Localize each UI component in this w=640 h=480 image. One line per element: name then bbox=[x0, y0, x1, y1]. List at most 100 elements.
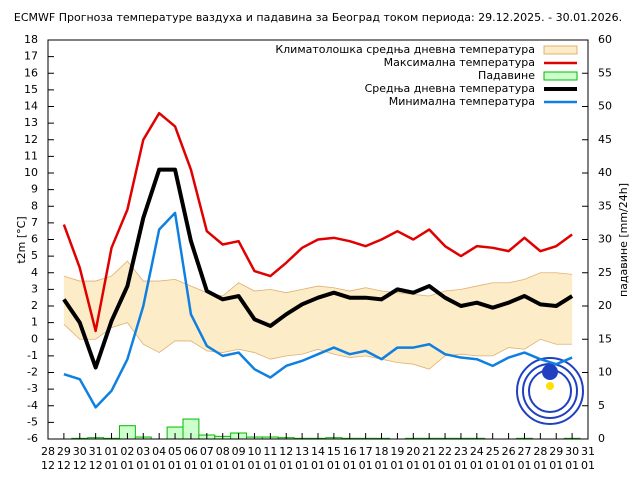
y2-tick-label: 45 bbox=[598, 133, 612, 146]
x-tick-month: 01 bbox=[390, 459, 404, 472]
y2-tick-label: 40 bbox=[598, 166, 612, 179]
x-tick-month: 01 bbox=[120, 459, 134, 472]
x-tick-month: 01 bbox=[279, 459, 293, 472]
x-tick-label: 02 bbox=[120, 445, 134, 458]
x-tick-label: 10 bbox=[247, 445, 261, 458]
y-tick-label: 7 bbox=[31, 216, 38, 229]
x-tick-label: 13 bbox=[295, 445, 309, 458]
x-tick-month: 01 bbox=[565, 459, 579, 472]
x-tick-month: 01 bbox=[581, 459, 595, 472]
series-line bbox=[63, 211, 573, 409]
band-lower bbox=[63, 322, 573, 370]
y2-tick-label: 20 bbox=[598, 299, 612, 312]
x-tick-month: 01 bbox=[375, 459, 389, 472]
x-tick-month: 01 bbox=[216, 459, 230, 472]
x-tick-month: 01 bbox=[200, 459, 214, 472]
plot bbox=[62, 111, 581, 440]
y-tick-label: 15 bbox=[24, 83, 38, 96]
y-tick-label: 2 bbox=[31, 299, 38, 312]
x-tick-label: 28 bbox=[41, 445, 55, 458]
y2-tick-label: 10 bbox=[598, 366, 612, 379]
x-tick-month: 01 bbox=[184, 459, 198, 472]
x-tick-label: 11 bbox=[263, 445, 277, 458]
y2-tick-label: 30 bbox=[598, 233, 612, 246]
y2-tick-label: 55 bbox=[598, 66, 612, 79]
x-tick-label: 30 bbox=[565, 445, 579, 458]
x-tick-label: 21 bbox=[422, 445, 436, 458]
x-tick-label: 04 bbox=[152, 445, 166, 458]
legend-swatch bbox=[543, 71, 578, 81]
x-tick-label: 14 bbox=[311, 445, 325, 458]
legend-label: Средња дневна температура bbox=[365, 82, 535, 95]
x-tick-label: 27 bbox=[517, 445, 531, 458]
x-tick-month: 01 bbox=[247, 459, 261, 472]
x-tick-month: 01 bbox=[359, 459, 373, 472]
x-tick-label: 25 bbox=[486, 445, 500, 458]
x-tick-month: 01 bbox=[486, 459, 500, 472]
x-tick-label: 12 bbox=[279, 445, 293, 458]
x-tick-label: 22 bbox=[438, 445, 452, 458]
legend-swatch bbox=[543, 45, 578, 55]
y-tick-label: -4 bbox=[27, 399, 38, 412]
logo bbox=[516, 357, 584, 425]
x-tick-label: 28 bbox=[533, 445, 547, 458]
x-tick-label: 15 bbox=[327, 445, 341, 458]
y2-tick-label: 35 bbox=[598, 199, 612, 212]
y2-tick-label: 60 bbox=[598, 33, 612, 46]
x-tick-month: 12 bbox=[73, 459, 87, 472]
x-tick-label: 31 bbox=[581, 445, 595, 458]
y2-tick-label: 50 bbox=[598, 100, 612, 113]
x-tick-month: 01 bbox=[517, 459, 531, 472]
y-tick-label: 12 bbox=[24, 133, 38, 146]
y-tick-label: 9 bbox=[31, 183, 38, 196]
y-tick-label: 16 bbox=[24, 66, 38, 79]
legend-label: Минимална температура bbox=[389, 95, 535, 108]
climate-band bbox=[63, 261, 573, 370]
x-tick-month: 12 bbox=[89, 459, 103, 472]
y-tick-label: 6 bbox=[31, 233, 38, 246]
x-tick-label: 18 bbox=[375, 445, 389, 458]
y-tick-label: 8 bbox=[31, 199, 38, 212]
x-tick-label: 23 bbox=[454, 445, 468, 458]
x-tick-label: 29 bbox=[57, 445, 71, 458]
y2-tick-label: 15 bbox=[598, 332, 612, 345]
x-tick-label: 16 bbox=[343, 445, 357, 458]
legend-label: Максимална температура bbox=[384, 56, 535, 69]
x-tick-label: 06 bbox=[184, 445, 198, 458]
y-tick-label: -1 bbox=[27, 349, 38, 362]
y-tick-label: -6 bbox=[27, 432, 38, 445]
y2-tick-label: 5 bbox=[598, 399, 605, 412]
x-tick-label: 09 bbox=[232, 445, 246, 458]
x-tick-label: 31 bbox=[89, 445, 103, 458]
x-tick-label: 29 bbox=[549, 445, 563, 458]
y2-axis-label: падавине [mm/24h] bbox=[617, 183, 630, 297]
x-tick-label: 05 bbox=[168, 445, 182, 458]
x-tick-month: 01 bbox=[422, 459, 436, 472]
x-tick-month: 01 bbox=[343, 459, 357, 472]
x-tick-month: 12 bbox=[41, 459, 55, 472]
legend-label: Падавине bbox=[478, 69, 535, 82]
y-tick-label: 5 bbox=[31, 249, 38, 262]
x-tick-month: 01 bbox=[549, 459, 563, 472]
y-tick-label: 13 bbox=[24, 116, 38, 129]
x-tick-month: 01 bbox=[502, 459, 516, 472]
x-tick-month: 01 bbox=[438, 459, 452, 472]
x-tick-label: 24 bbox=[470, 445, 484, 458]
y-tick-label: -3 bbox=[27, 382, 38, 395]
x-tick-label: 17 bbox=[359, 445, 373, 458]
y-tick-label: -5 bbox=[27, 415, 38, 428]
x-tick-month: 01 bbox=[295, 459, 309, 472]
x-tick-label: 08 bbox=[216, 445, 230, 458]
x-tick-month: 01 bbox=[327, 459, 341, 472]
legend-label: Климатолошка средња дневна температура bbox=[275, 43, 535, 56]
x-tick-label: 30 bbox=[73, 445, 87, 458]
x-tick-label: 19 bbox=[390, 445, 404, 458]
chart-title: ECMWF Прогноза температуре ваздуха и пад… bbox=[14, 11, 622, 24]
y-tick-label: 1 bbox=[31, 316, 38, 329]
x-tick-month: 01 bbox=[105, 459, 119, 472]
y2-tick-label: 0 bbox=[598, 432, 605, 445]
x-tick-month: 01 bbox=[168, 459, 182, 472]
x-tick-label: 01 bbox=[105, 445, 119, 458]
x-tick-month: 01 bbox=[470, 459, 484, 472]
x-tick-month: 12 bbox=[57, 459, 71, 472]
